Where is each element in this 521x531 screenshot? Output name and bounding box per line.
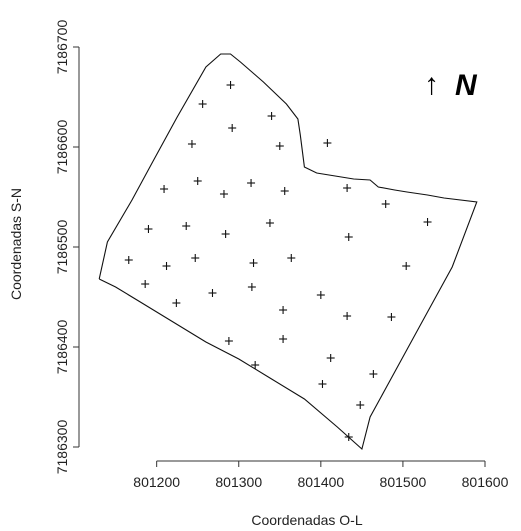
x-tick-label: 801600 bbox=[462, 474, 509, 490]
sample-point bbox=[182, 222, 191, 230]
y-axis-title: Coordenadas S-N bbox=[8, 188, 24, 300]
sample-point bbox=[228, 124, 237, 132]
field-boundary bbox=[98, 53, 478, 451]
sample-point bbox=[208, 289, 217, 297]
sample-point bbox=[219, 190, 228, 198]
sample-point bbox=[316, 291, 325, 299]
sample-point bbox=[275, 142, 284, 150]
sample-point bbox=[224, 337, 233, 345]
sample-point bbox=[279, 335, 288, 343]
y-ticks: 7186300 7186400 7186500 7186600 7186700 bbox=[54, 20, 79, 475]
sample-point bbox=[221, 230, 230, 238]
sample-point bbox=[369, 370, 378, 378]
sample-point bbox=[247, 283, 256, 291]
sample-point bbox=[249, 259, 258, 267]
sample-point bbox=[226, 81, 235, 89]
x-axis-title: Coordenadas O-L bbox=[251, 512, 363, 528]
y-tick-label: 7186600 bbox=[54, 120, 70, 175]
sample-point bbox=[287, 254, 296, 262]
x-tick-label: 801400 bbox=[297, 474, 344, 490]
sample-point bbox=[198, 100, 207, 108]
sample-point bbox=[343, 312, 352, 320]
sample-point bbox=[323, 139, 332, 147]
y-tick-label: 7186700 bbox=[54, 20, 70, 75]
sample-point bbox=[144, 225, 153, 233]
sample-point bbox=[381, 200, 390, 208]
sample-point bbox=[187, 140, 196, 148]
sample-point bbox=[193, 177, 202, 185]
sample-point bbox=[247, 179, 256, 187]
sample-point bbox=[191, 254, 200, 262]
x-tick-label: 801500 bbox=[380, 474, 427, 490]
sample-point bbox=[162, 262, 171, 270]
sample-point bbox=[279, 306, 288, 314]
sample-point bbox=[343, 184, 352, 192]
sample-point bbox=[318, 380, 327, 388]
sample-point bbox=[344, 433, 353, 441]
north-label: N bbox=[455, 69, 478, 102]
sample-point bbox=[387, 313, 396, 321]
sample-point bbox=[141, 280, 150, 288]
x-tick-label: 801200 bbox=[133, 474, 180, 490]
sample-point bbox=[251, 361, 260, 369]
sample-point bbox=[124, 256, 133, 264]
x-ticks: 801200 801300 801400 801500 801600 bbox=[133, 461, 509, 490]
y-tick-label: 7186400 bbox=[54, 320, 70, 375]
sample-point bbox=[402, 262, 411, 270]
sample-point bbox=[160, 185, 169, 193]
y-tick-label: 7186500 bbox=[54, 220, 70, 275]
sample-point bbox=[280, 187, 289, 195]
axes: 801200 801300 801400 801500 801600 718630071… bbox=[54, 20, 509, 490]
sample-point bbox=[356, 401, 365, 409]
y-tick-label: 7186300 bbox=[54, 420, 70, 475]
sample-point bbox=[326, 354, 335, 362]
sample-point bbox=[265, 219, 274, 227]
north-arrow-icon: ↑ bbox=[424, 68, 439, 101]
sample-point bbox=[172, 299, 181, 307]
sample-points bbox=[124, 81, 432, 441]
sample-point bbox=[423, 218, 432, 226]
x-tick-label: 801300 bbox=[215, 474, 262, 490]
sample-point bbox=[267, 112, 276, 120]
sample-point bbox=[344, 233, 353, 241]
